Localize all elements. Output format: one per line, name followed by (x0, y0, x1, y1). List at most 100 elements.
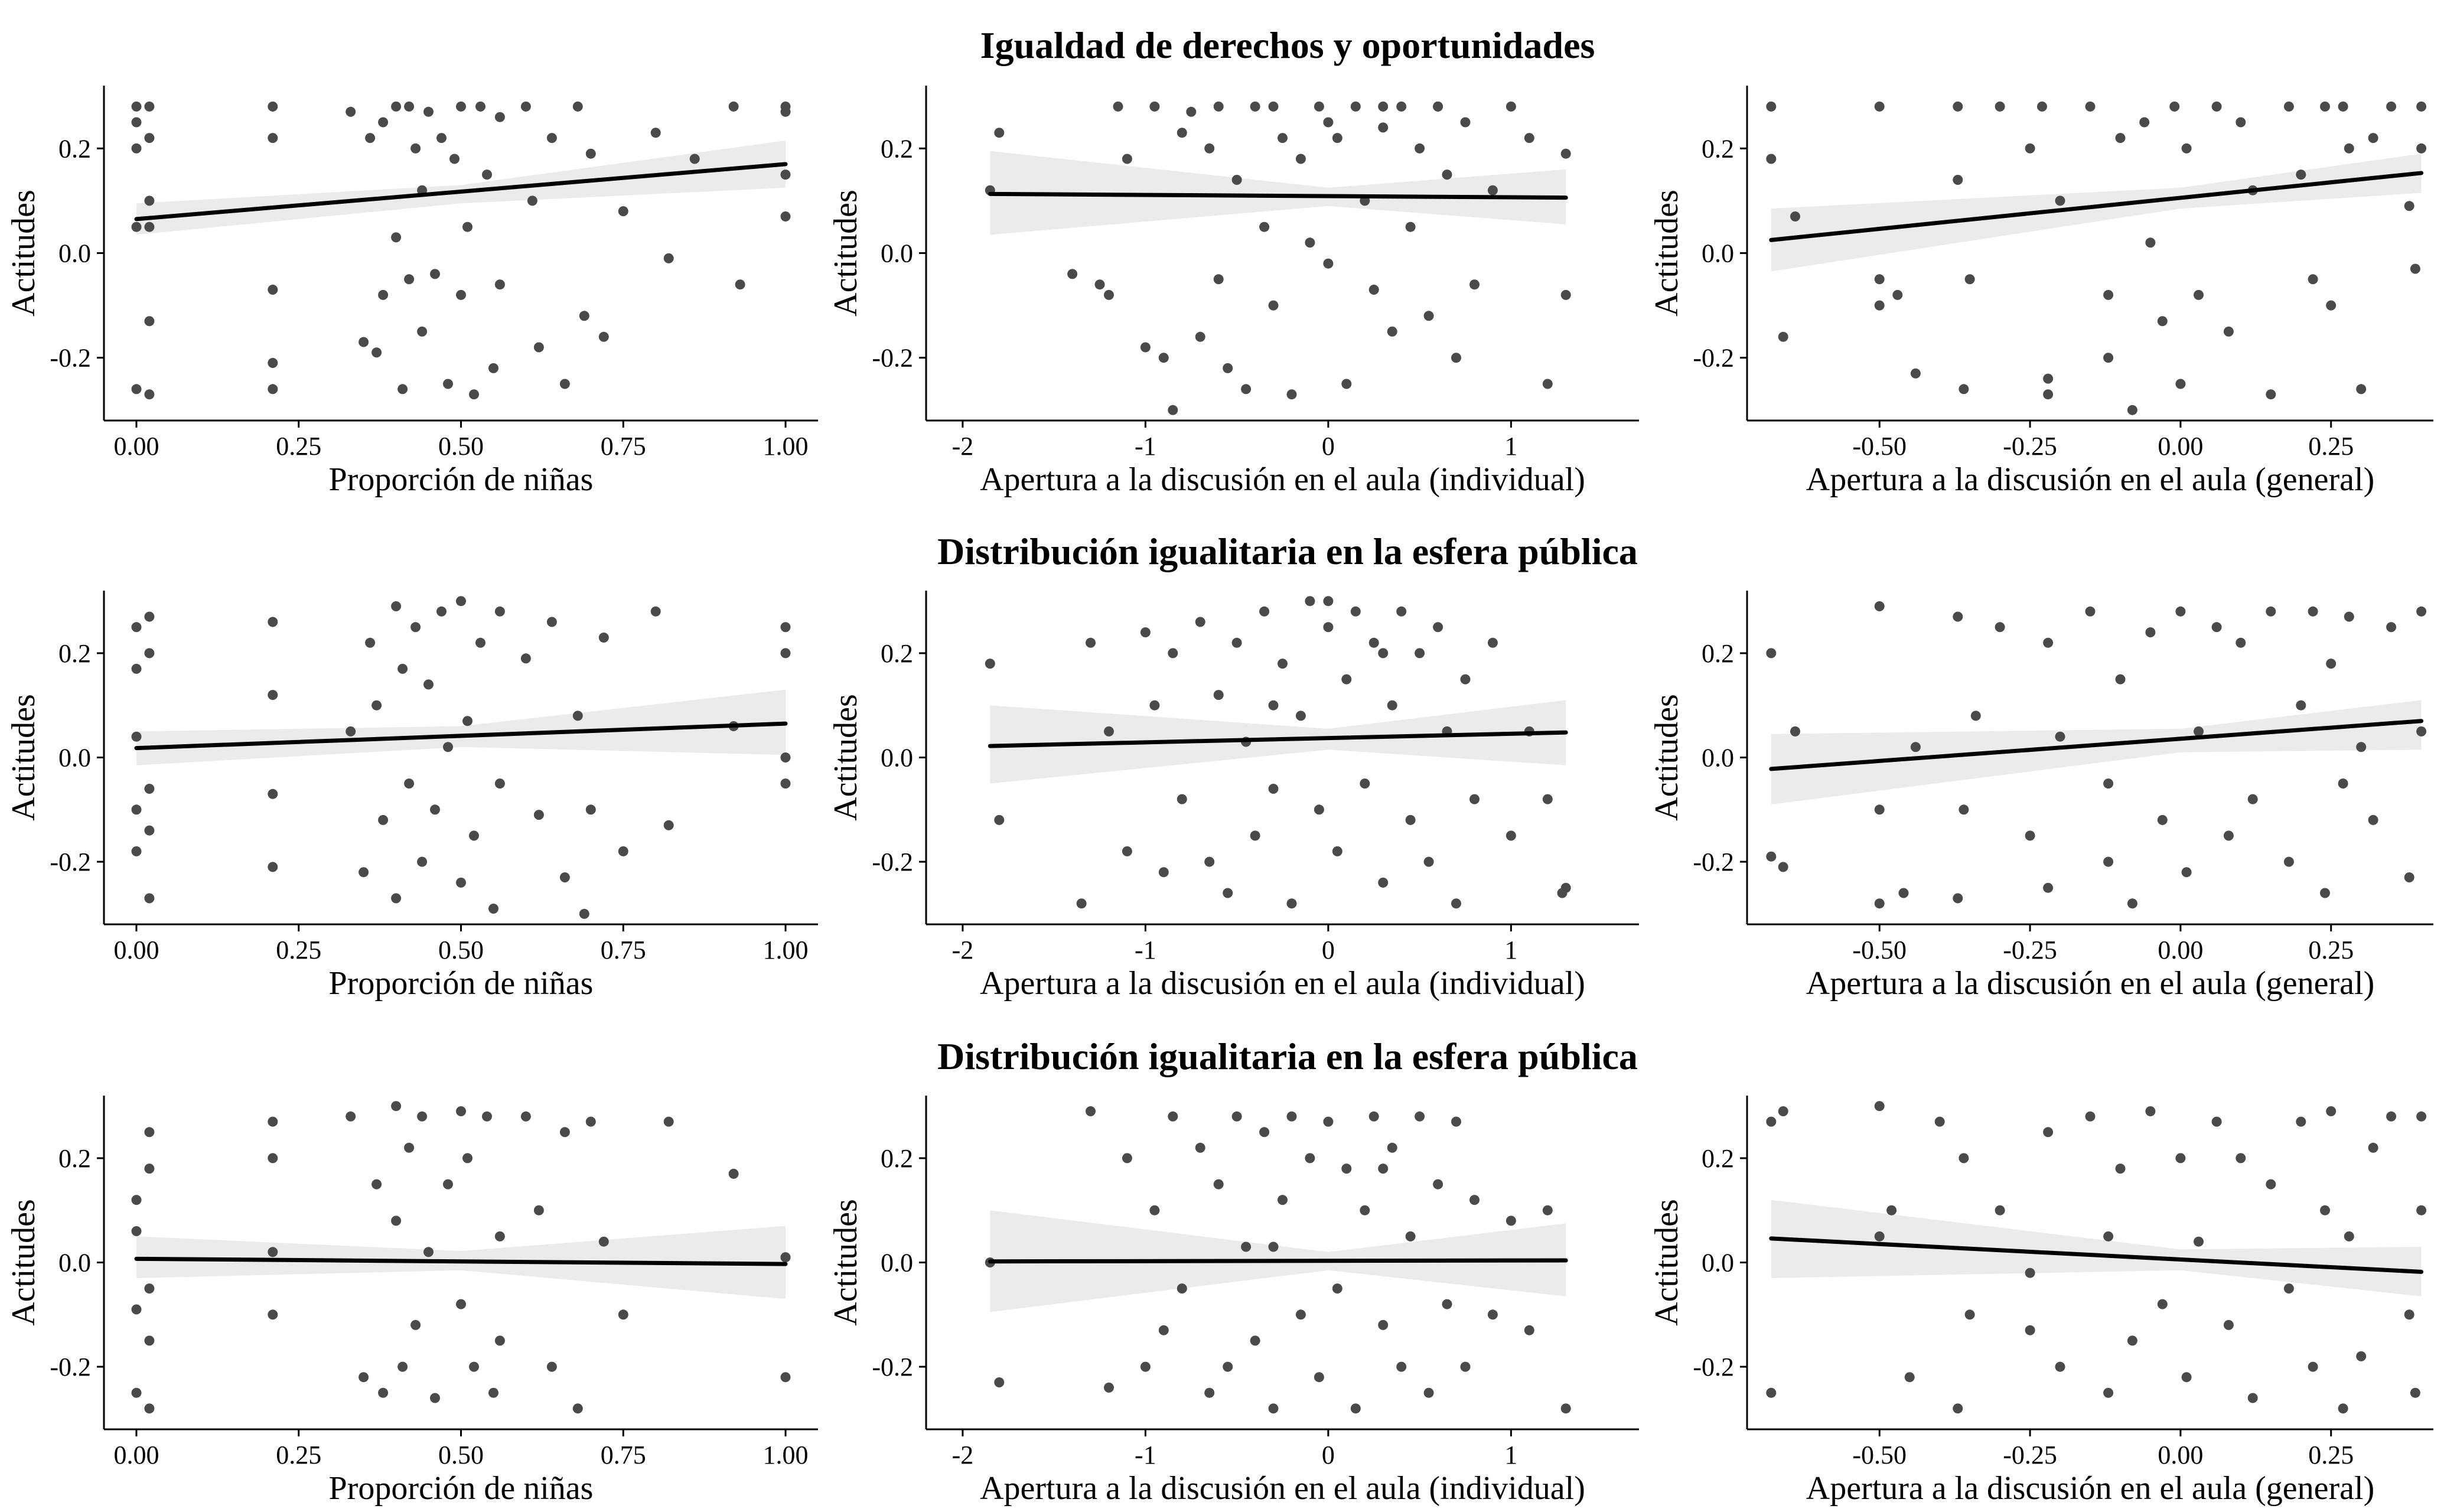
data-point (1259, 221, 1270, 232)
x-axis-title: Proporción de niñas (329, 965, 594, 1002)
data-point (365, 637, 376, 648)
data-point (533, 1205, 544, 1216)
x-axis-title: Apertura a la discusión en el aula (indi… (980, 965, 1585, 1002)
data-point (520, 653, 531, 664)
data-point (1067, 269, 1078, 279)
data-point (1314, 1372, 1324, 1383)
data-point (1158, 867, 1169, 878)
x-axis-title: Apertura a la discusión en el aula (gene… (1806, 1470, 2374, 1507)
data-point (780, 622, 791, 633)
data-point (1305, 1153, 1315, 1164)
regression-line (1769, 719, 2424, 771)
data-point (1910, 742, 1921, 752)
data-point (527, 195, 537, 206)
x-tick-label: 0 (1322, 936, 1335, 964)
data-point (663, 253, 674, 263)
data-point (1415, 143, 1425, 154)
data-point (1874, 601, 1885, 611)
data-point (780, 648, 791, 659)
data-point (1874, 898, 1885, 909)
data-point (1278, 1195, 1288, 1205)
data-point (1542, 794, 1553, 804)
data-point (1140, 342, 1151, 353)
data-point (2308, 1361, 2318, 1372)
confidence-ribbon (1771, 1200, 2422, 1296)
data-point (1149, 101, 1160, 112)
data-point (1387, 326, 1397, 337)
data-point (1213, 274, 1224, 285)
data-point (410, 622, 421, 633)
data-point (494, 778, 505, 789)
data-point (1314, 804, 1324, 815)
data-point (1231, 1111, 1242, 1122)
data-point (443, 742, 453, 752)
data-point (2103, 1231, 2114, 1241)
data-point (2247, 1393, 2258, 1403)
data-point (2025, 1267, 2035, 1278)
data-point (268, 101, 278, 112)
panel-3-2: -2 -1 0 1 -0.2 0.0 0.2 Apertura a la discusión … (827, 1096, 1639, 1507)
data-point (2296, 700, 2306, 711)
data-point (2103, 353, 2114, 363)
confidence-ribbon (136, 141, 786, 235)
data-point (520, 101, 531, 112)
data-point (2103, 778, 2114, 789)
x-tick-label: -0.25 (2003, 432, 2057, 461)
x-tick-label: 0.50 (438, 936, 484, 964)
data-point (423, 106, 434, 117)
data-point (346, 726, 356, 737)
data-point (372, 700, 382, 711)
data-point (2356, 742, 2367, 752)
data-point (144, 611, 155, 622)
data-point (268, 1247, 278, 1257)
data-point (144, 389, 155, 400)
regression-line (134, 721, 788, 751)
x-tick-label: 0.00 (2158, 432, 2203, 461)
data-point (1766, 851, 1777, 862)
data-point (2139, 117, 2150, 128)
data-point (1223, 363, 1233, 373)
data-point (2283, 101, 2294, 112)
data-point (131, 1195, 142, 1205)
data-point (1378, 1319, 1389, 1330)
data-point (475, 637, 485, 648)
data-point (144, 133, 155, 144)
data-point (2103, 856, 2114, 867)
data-point (2410, 263, 2420, 274)
data-point (469, 1361, 479, 1372)
y-tick-label: 0.2 (58, 1144, 91, 1173)
data-point (572, 101, 583, 112)
panel-1-3: -0.50 -0.25 0.00 0.25 -0.2 0.0 0.2 Apertura a l… (1648, 86, 2433, 498)
data-point (131, 731, 142, 742)
data-point (397, 1361, 408, 1372)
x-tick-label: 0.75 (601, 432, 646, 461)
y-tick-label: 0.2 (58, 639, 91, 668)
data-point (1387, 1142, 1397, 1153)
data-point (2145, 627, 2156, 638)
data-point (728, 101, 739, 112)
x-tick-label: 0.25 (2308, 936, 2354, 964)
y-tick-label: 0.0 (58, 1249, 91, 1278)
data-point (378, 289, 389, 300)
data-point (144, 316, 155, 327)
data-point (359, 867, 369, 878)
y-tick-label: 0.2 (881, 639, 913, 668)
data-point (2085, 1111, 2096, 1122)
data-point (1332, 133, 1342, 144)
data-point (494, 279, 505, 290)
data-point (131, 143, 142, 154)
data-point (1874, 300, 1885, 311)
data-point (585, 804, 596, 815)
data-point (2025, 143, 2035, 154)
data-point (2296, 1116, 2306, 1127)
data-point (1341, 674, 1352, 685)
data-point (2283, 856, 2294, 867)
data-point (1268, 300, 1279, 311)
data-point (1323, 596, 1334, 607)
data-point (1213, 1179, 1224, 1190)
data-point (1241, 384, 1252, 395)
data-point (2416, 1205, 2427, 1216)
data-point (1323, 258, 1334, 269)
data-point (2169, 101, 2180, 112)
y-tick-label: 0.2 (58, 134, 91, 163)
